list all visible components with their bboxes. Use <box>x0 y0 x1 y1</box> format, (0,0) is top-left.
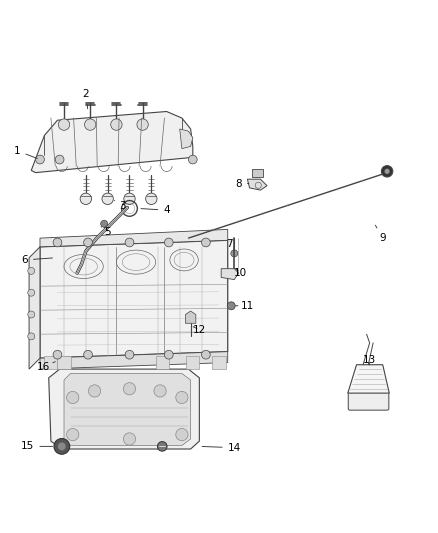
Text: 1: 1 <box>14 146 37 158</box>
Circle shape <box>28 333 35 340</box>
Circle shape <box>64 264 90 290</box>
Circle shape <box>53 238 62 247</box>
Circle shape <box>58 119 70 130</box>
Circle shape <box>67 429 79 441</box>
Polygon shape <box>44 356 57 369</box>
Circle shape <box>176 429 188 441</box>
Circle shape <box>164 350 173 359</box>
Text: 7: 7 <box>226 239 233 249</box>
Circle shape <box>102 193 113 205</box>
Circle shape <box>28 311 35 318</box>
Polygon shape <box>40 229 228 247</box>
Text: 15: 15 <box>21 441 53 451</box>
Polygon shape <box>57 356 71 369</box>
Circle shape <box>125 350 134 359</box>
Polygon shape <box>49 369 199 449</box>
Polygon shape <box>31 111 193 173</box>
Text: 6: 6 <box>21 255 53 265</box>
Text: 2: 2 <box>82 89 89 109</box>
Circle shape <box>124 383 136 395</box>
Polygon shape <box>212 356 226 369</box>
Circle shape <box>28 268 35 274</box>
Polygon shape <box>64 374 191 446</box>
Bar <box>252 169 263 177</box>
FancyBboxPatch shape <box>348 391 389 410</box>
Polygon shape <box>40 240 228 358</box>
Text: 12: 12 <box>193 325 206 335</box>
Circle shape <box>381 166 393 177</box>
Circle shape <box>227 302 235 310</box>
Polygon shape <box>29 247 40 369</box>
Circle shape <box>55 155 64 164</box>
Text: 11: 11 <box>236 301 254 311</box>
Text: 14: 14 <box>202 443 241 453</box>
Circle shape <box>124 433 136 445</box>
Circle shape <box>35 155 44 164</box>
Circle shape <box>157 441 167 451</box>
Text: 4: 4 <box>141 205 170 215</box>
Circle shape <box>88 385 101 397</box>
Circle shape <box>201 238 210 247</box>
Circle shape <box>231 250 238 257</box>
Circle shape <box>201 350 210 359</box>
Text: 13: 13 <box>363 356 376 365</box>
Circle shape <box>101 220 108 227</box>
Circle shape <box>28 289 35 296</box>
Circle shape <box>67 391 79 403</box>
Polygon shape <box>185 311 196 323</box>
Circle shape <box>111 119 122 130</box>
Circle shape <box>84 238 92 247</box>
Polygon shape <box>155 356 169 369</box>
Polygon shape <box>247 179 267 190</box>
Text: 8: 8 <box>235 179 249 189</box>
Text: 3: 3 <box>114 200 126 211</box>
Text: 16: 16 <box>37 362 55 372</box>
Circle shape <box>85 119 96 130</box>
Circle shape <box>154 385 166 397</box>
Circle shape <box>84 350 92 359</box>
Circle shape <box>58 442 66 450</box>
Text: 5: 5 <box>101 227 111 237</box>
Text: 10: 10 <box>233 268 247 278</box>
Circle shape <box>80 193 92 205</box>
Circle shape <box>146 193 157 205</box>
Circle shape <box>176 391 188 403</box>
Circle shape <box>384 168 390 174</box>
Polygon shape <box>40 352 228 369</box>
Circle shape <box>188 155 197 164</box>
Circle shape <box>53 350 62 359</box>
Circle shape <box>124 193 135 205</box>
Circle shape <box>54 439 70 454</box>
Polygon shape <box>180 129 193 149</box>
Polygon shape <box>186 356 199 369</box>
Polygon shape <box>348 365 389 393</box>
Circle shape <box>125 238 134 247</box>
Circle shape <box>137 119 148 130</box>
Polygon shape <box>221 269 239 280</box>
Circle shape <box>164 238 173 247</box>
Circle shape <box>67 268 87 287</box>
Text: 9: 9 <box>375 225 386 243</box>
